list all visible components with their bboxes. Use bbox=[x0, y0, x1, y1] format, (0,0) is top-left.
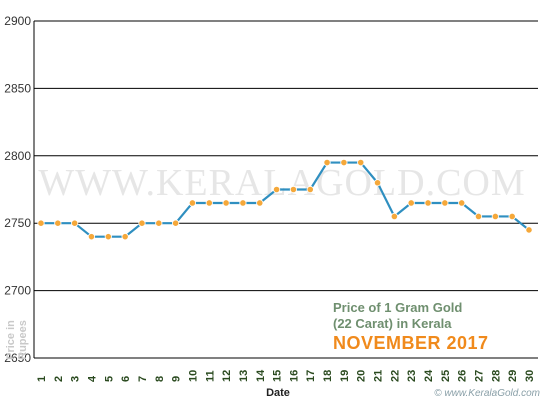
data-point bbox=[340, 158, 348, 167]
y-axis-label-line1: Price in bbox=[5, 320, 17, 360]
y-tick-label: 2850 bbox=[4, 81, 31, 95]
data-point bbox=[306, 185, 314, 194]
x-tick-label: 13 bbox=[238, 370, 250, 382]
y-tick-labels: 2650 2700 2750 2800 2850 2900 bbox=[4, 14, 31, 365]
x-tick-label: 11 bbox=[204, 370, 216, 382]
data-point bbox=[121, 233, 129, 241]
x-tick-label: 22 bbox=[389, 370, 401, 382]
credit-text: © www.KeralaGold.com bbox=[434, 388, 540, 399]
x-tick-label: 1 bbox=[36, 376, 48, 382]
y-tick-label: 2650 bbox=[4, 351, 31, 365]
watermark: WWW.KERALAGOLD.COM bbox=[38, 162, 525, 204]
x-tick-label: 6 bbox=[120, 376, 132, 382]
x-tick-label: 27 bbox=[474, 370, 486, 382]
y-axis-label: Price in Rupees bbox=[5, 320, 29, 360]
data-point bbox=[491, 212, 499, 221]
x-tick-label: 26 bbox=[457, 370, 469, 382]
y-tick-label: 2900 bbox=[4, 14, 31, 28]
chart-title-line1: Price of 1 Gram Gold bbox=[333, 300, 462, 315]
x-tick-label: 12 bbox=[221, 370, 233, 382]
gridlines bbox=[33, 20, 538, 359]
chart-title-line2: (22 Carat) in Kerala bbox=[333, 316, 452, 331]
data-point bbox=[441, 199, 449, 207]
data-point bbox=[239, 199, 247, 207]
data-point bbox=[71, 219, 79, 227]
data-point bbox=[373, 179, 382, 187]
chart-title-month: NOVEMBER 2017 bbox=[333, 333, 489, 353]
data-point bbox=[323, 158, 331, 167]
data-point bbox=[508, 212, 516, 221]
x-tick-label: 18 bbox=[322, 370, 334, 382]
data-point bbox=[272, 185, 281, 194]
x-tick-label: 5 bbox=[103, 376, 115, 382]
data-point bbox=[474, 212, 483, 221]
x-tick-label: 2 bbox=[53, 376, 65, 382]
data-point bbox=[407, 199, 415, 207]
x-tick-label: 20 bbox=[356, 370, 368, 382]
data-point bbox=[172, 219, 180, 227]
data-point bbox=[205, 199, 213, 207]
data-points bbox=[37, 158, 533, 241]
x-tick-label: 4 bbox=[86, 375, 98, 382]
data-point bbox=[54, 219, 62, 227]
x-tick-label: 19 bbox=[339, 370, 351, 382]
y-tick-label: 2750 bbox=[4, 216, 31, 230]
x-tick-label: 17 bbox=[305, 370, 317, 382]
x-tick-label: 10 bbox=[187, 370, 199, 382]
x-tick-label: 21 bbox=[373, 370, 385, 382]
x-tick-label: 23 bbox=[406, 370, 418, 382]
x-tick-label: 30 bbox=[524, 370, 536, 382]
x-tick-label: 3 bbox=[70, 376, 82, 382]
data-point bbox=[458, 199, 466, 207]
data-point bbox=[87, 233, 96, 241]
data-point bbox=[424, 199, 432, 207]
data-point bbox=[155, 219, 163, 227]
x-tick-label: 14 bbox=[255, 369, 267, 382]
data-point bbox=[525, 226, 533, 234]
x-tick-label: 16 bbox=[288, 370, 300, 382]
data-point bbox=[289, 185, 298, 194]
x-tick-label: 25 bbox=[440, 370, 452, 382]
data-point bbox=[390, 212, 398, 221]
x-tick-label: 24 bbox=[423, 369, 435, 382]
x-tick-label: 9 bbox=[171, 376, 183, 382]
data-point bbox=[188, 199, 197, 207]
data-point bbox=[256, 199, 264, 207]
x-tick-label: 7 bbox=[137, 376, 149, 382]
x-tick-label: 8 bbox=[154, 376, 166, 382]
x-axis-label: Date bbox=[266, 387, 290, 399]
y-axis-label-line2: Rupees bbox=[17, 320, 29, 360]
x-tick-labels: 1 2 3 4 5 6 7 8 9 10 11 12 13 14 15 16 17 18 19 20 21 22 23 24 2… bbox=[36, 369, 536, 382]
data-point bbox=[138, 219, 146, 227]
data-point bbox=[104, 233, 112, 241]
x-tick-label: 15 bbox=[272, 370, 284, 382]
data-point bbox=[222, 199, 230, 207]
data-point bbox=[357, 158, 365, 167]
x-tick-label: 28 bbox=[490, 370, 502, 382]
data-point bbox=[37, 219, 45, 227]
y-tick-label: 2800 bbox=[4, 149, 31, 163]
x-tick-label: 29 bbox=[507, 370, 519, 382]
y-tick-label: 2700 bbox=[4, 284, 31, 298]
